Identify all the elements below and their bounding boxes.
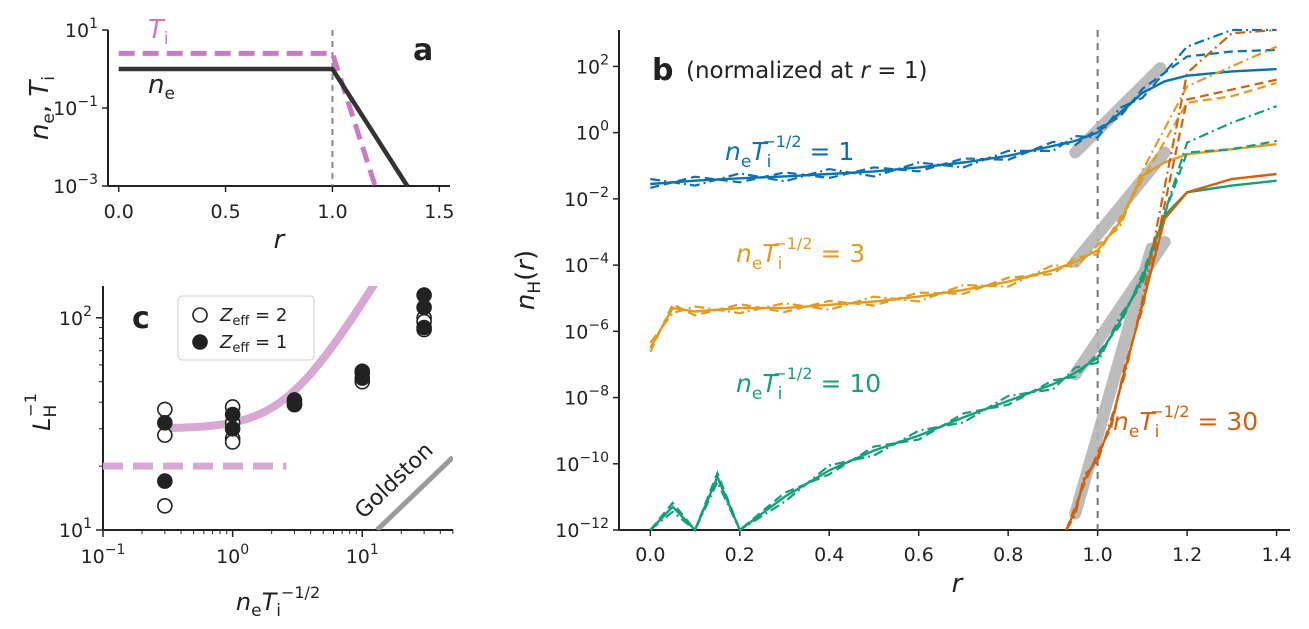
panel-a-x-tick-label: 0.5 (210, 201, 240, 223)
panel-a-x-tick-label: 0.0 (104, 201, 134, 223)
panel-c-x-tick-label: 101 (346, 542, 379, 568)
panel-c-point-zeff1 (224, 406, 241, 423)
panel-b-curve-10-dashed (649, 139, 1277, 533)
panel-a-x-tick-label: 1.0 (317, 201, 347, 223)
panel-b-label: b (652, 53, 673, 88)
panel-b-note-var: r (861, 58, 872, 84)
panel-c-point-zeff1 (416, 319, 432, 336)
panel-b-x-tick-label: 0.4 (814, 544, 844, 566)
panel-b-y-tick-label: 10−10 (555, 450, 609, 476)
panel-b-x-tick-label: 1.4 (1261, 544, 1291, 566)
panel-c-x-tick-label: 10−1 (81, 542, 126, 568)
panel-b-y-tick-label: 10−4 (564, 251, 609, 277)
panel-b-x-label: r (952, 569, 965, 599)
panel-a-x-label: r (274, 225, 287, 255)
panel-b-curve-10-solid (649, 179, 1277, 533)
panel-c-fit-curve (160, 286, 378, 433)
panel-a-ne-label: ne (148, 70, 175, 104)
panel-c-point-zeff1 (224, 420, 241, 437)
panel-b-y-tick-label: 10−12 (555, 516, 609, 542)
panel-b-curve-30-dashdot (1065, 28, 1277, 531)
panel-a-label: a (413, 33, 433, 68)
panel-b-y-tick-label: 100 (576, 119, 609, 145)
panel-c-point-zeff2 (157, 498, 173, 514)
legend-zeff1: Zeff = 1 (219, 332, 287, 356)
legend-zeff2: Zeff = 2 (219, 305, 287, 329)
legend-marker-open (192, 307, 208, 323)
panel-b-curve-label-1: neTi−1/2 = 1 (725, 132, 854, 172)
panel-b-curve-1-solid (650, 67, 1277, 186)
panel-b-curve-label-30: neTi−1/2 = 30 (1113, 402, 1258, 442)
panel-b-y-tick-label: 10−8 (564, 384, 609, 410)
panel-b-y-tick-label: 102 (576, 52, 609, 78)
panel-b-y-tick-label: 10−6 (564, 317, 609, 343)
panel-b-curve-label-3: neTi−1/2 = 3 (736, 234, 865, 274)
panel-b-x-tick-label: 0.0 (635, 544, 665, 566)
panel-c-x-tick-label: 100 (216, 542, 249, 568)
panel-b-curve-3-dashdot (649, 45, 1278, 344)
panel-b-curve-3-solid (649, 143, 1277, 349)
panel-a-ti-sub: i (164, 29, 169, 49)
panel-b-x-tick-label: 1.2 (1172, 544, 1202, 566)
legend-marker-filled (192, 334, 208, 350)
panel-a-ti-letter: T (148, 15, 166, 45)
panel-b-curve-label-10: neTi−1/2 = 10 (736, 364, 881, 404)
panel-b-curve-1-dashdot (650, 28, 1277, 187)
panel-c-label: c (132, 301, 150, 336)
panel-c-point-zeff1 (354, 370, 371, 386)
panel-c-x-label: neTi−1/2 (236, 583, 320, 621)
panel-c-legend-box (177, 295, 315, 361)
panel-b-curve-1-dashed (650, 48, 1277, 189)
panel-b-note-start: (normalized at (686, 58, 861, 84)
panel-b-curve-3-dashed (649, 81, 1277, 353)
panel-c-y-tick-label: 102 (59, 304, 92, 330)
panel-b-fit-1 (1069, 62, 1167, 159)
panel-b-note: (normalized at r = 1) (686, 58, 927, 84)
panel-b-x-tick-label: 0.6 (904, 544, 934, 566)
panel-b-fit-30 (1069, 242, 1158, 520)
panel-c-point-zeff1 (286, 396, 303, 413)
panel-b: 0.0 0.2 0.4 0.6 0.8 1.0 1.2 1.4 10−12 10−10 10−8 1… (511, 28, 1292, 599)
panel-c-point-zeff2 (224, 434, 241, 450)
panel-a-y-tick-label: 10−1 (53, 94, 98, 120)
panel-a-y-tick-label: 101 (65, 16, 98, 42)
panel-a-ne-letter: n (148, 70, 164, 100)
panel-c-goldston-line (375, 455, 453, 530)
panel-b-x-tick-label: 1.0 (1083, 544, 1113, 566)
panel-a-y-label: ne, Ti (25, 76, 59, 140)
panel-c-point-zeff2 (157, 401, 173, 418)
panel-b-x-tick-label: 0.8 (993, 544, 1023, 566)
panel-b-y-label: nH(r) (511, 250, 545, 310)
panel-c-y-label: LH−1 (21, 393, 61, 431)
panel-a-x-tick-label: 1.5 (424, 201, 454, 223)
panel-c-y-tick-label: 101 (59, 516, 92, 542)
panel-a-line-ne (118, 66, 410, 188)
panel-a-ti-label: Ti (148, 15, 169, 49)
panel-b-y-tick-label: 10−2 (564, 185, 609, 211)
panel-c-point-zeff1 (416, 299, 432, 316)
panel-a-ne-sub: e (164, 84, 174, 104)
panel-c-point-zeff1 (157, 473, 173, 489)
panel-b-note-end: = 1) (870, 58, 928, 84)
panel-c-point-zeff1 (157, 415, 173, 431)
panel-a: 0.0 0.5 1.0 1.5 10−3 10−1 101 a Ti ne r ne, T… (25, 15, 454, 255)
panel-b-x-tick-label: 0.2 (725, 544, 755, 566)
panel-a-y-tick-label: 10−3 (53, 172, 98, 198)
